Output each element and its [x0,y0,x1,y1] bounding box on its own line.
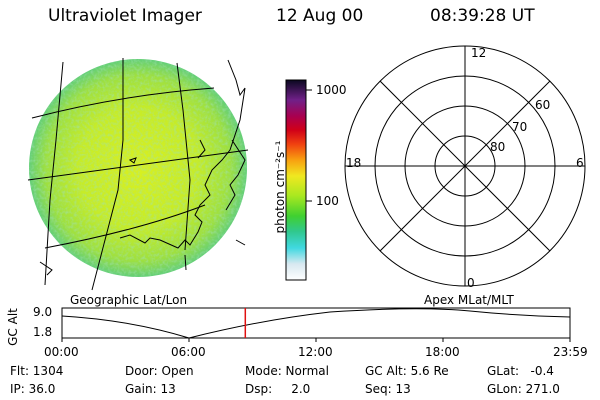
info-ip: IP: 36.0 [10,382,56,396]
timeline-ytick-bottom: 1.8 [33,325,53,339]
timeline-ytick-top: 9.0 [33,305,53,319]
timeline-xtick-0600: 06:00 [171,345,206,359]
info-door: Door: Open [125,364,194,378]
timeline-xtick-1800: 18:00 [425,345,460,359]
timeline-xtick-2359: 23:59 [553,345,588,359]
mlt-label-12: 12 [471,46,487,60]
left-map-caption: Geographic Lat/Lon [70,293,188,307]
info-seq: Seq: 13 [365,382,411,396]
mlat-label-80: 80 [490,140,506,154]
info-flt: Flt: 1304 [10,364,64,378]
app-title: Ultraviolet Imager [48,6,202,26]
info-mode: Mode: Normal [245,364,329,378]
mlat-label-60: 60 [535,98,551,112]
mlt-label-18: 18 [346,156,362,170]
coastline [39,59,246,276]
colorbar-tick-100: 100 [316,194,339,208]
mlt-label-6: 6 [576,156,584,170]
timeline-xtick-0000: 00:00 [44,345,79,359]
mlt-label-0: 0 [467,276,475,290]
polar-plot-caption: Apex MLat/MLT [424,293,514,307]
info-gc-alt: GC Alt: 5.6 Re [365,364,449,378]
timeline-xtick-1200: 12:00 [298,345,333,359]
latlon-grid [27,58,249,291]
info-glat: GLat: -0.4 [487,364,554,378]
date-label: 12 Aug 00 [276,6,364,26]
mlat-label-70: 70 [512,120,528,134]
info-glon: GLon: 271.0 [487,382,560,396]
info-gain: Gain: 13 [125,382,176,396]
time-label: 08:39:28 UT [430,6,535,26]
info-dsp: Dsp: 2.0 [245,382,311,396]
colorbar-tick-1000: 1000 [316,83,347,97]
